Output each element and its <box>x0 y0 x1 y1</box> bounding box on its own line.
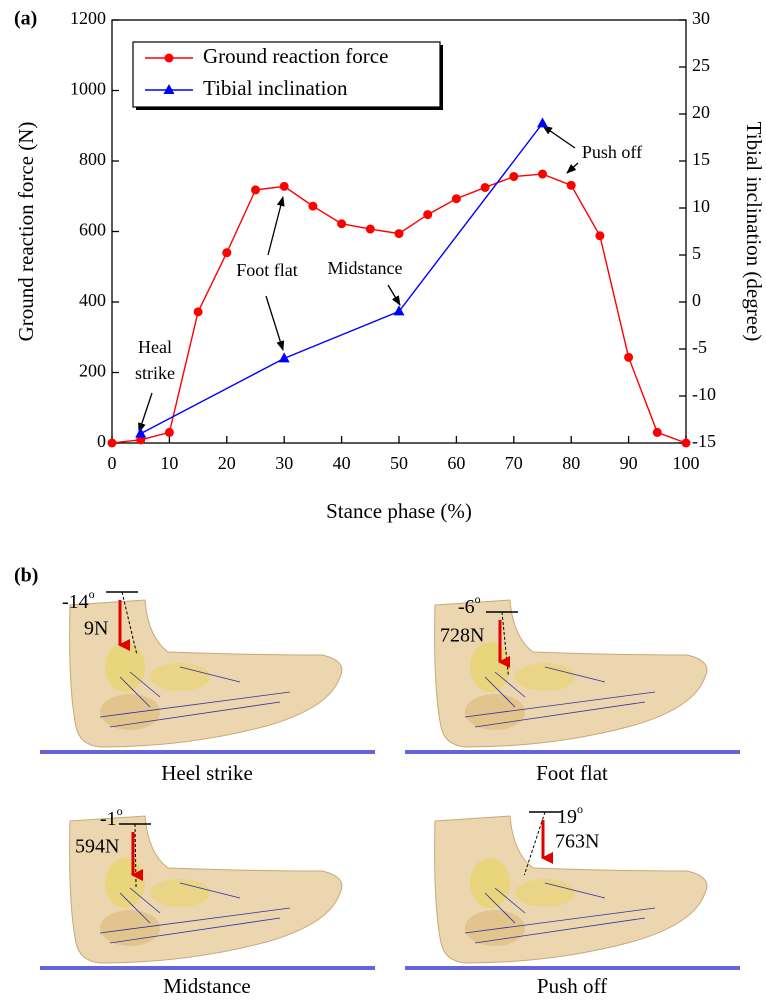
legend-label: Tibial inclination <box>203 76 348 100</box>
y2-axis-title: Tibial inclination (degree) <box>742 122 766 342</box>
circle-marker <box>395 229 404 238</box>
circle-marker <box>337 219 346 228</box>
annotation: Push off <box>582 142 642 162</box>
x-tick-label: 100 <box>673 453 700 473</box>
circle-marker <box>165 428 174 437</box>
circle-marker <box>624 353 633 362</box>
bone <box>465 694 525 730</box>
x-axis-title: Stance phase (%) <box>326 499 472 523</box>
y-tick-label: 200 <box>79 361 106 381</box>
x-tick-label: 40 <box>333 453 351 473</box>
force-label: 728N <box>440 625 484 647</box>
annotation-arrows <box>139 126 578 432</box>
y2-tick-label: 5 <box>692 243 701 263</box>
y2-tick-label: -15 <box>692 431 716 451</box>
annotation: strike <box>135 363 175 383</box>
circle-marker <box>509 172 518 181</box>
circle-marker <box>194 307 203 316</box>
panel-label: (b) <box>14 565 38 587</box>
y2-tick-label: -10 <box>692 384 716 404</box>
bone <box>105 858 145 908</box>
circle-marker <box>653 428 662 437</box>
circle-marker <box>682 439 691 448</box>
y-tick-label: 600 <box>79 220 106 240</box>
circle-marker <box>251 185 260 194</box>
bone <box>470 858 510 908</box>
degree-symbol: o <box>117 804 123 818</box>
panel-caption: Midstance <box>163 974 250 998</box>
x-tick-label: 20 <box>218 453 236 473</box>
foot-illustration <box>435 600 707 747</box>
circle-marker <box>308 202 317 211</box>
x-tick-label: 90 <box>620 453 638 473</box>
bone <box>105 642 145 692</box>
triangle-marker <box>537 117 548 127</box>
y-tick-label: 1200 <box>70 8 106 28</box>
circle-marker <box>481 183 490 192</box>
y2-tick-label: 15 <box>692 149 710 169</box>
x-tick-label: 70 <box>505 453 523 473</box>
x-tick-label: 60 <box>447 453 465 473</box>
force-label: 763N <box>555 831 599 853</box>
degree-symbol: o <box>89 587 95 601</box>
angle-value: -14 <box>62 591 89 613</box>
panel-caption: Heel strike <box>161 761 253 785</box>
x-tick-label: 80 <box>562 453 580 473</box>
y-tick-label: 800 <box>79 149 106 169</box>
y2-tick-label: 0 <box>692 290 701 310</box>
circle-marker <box>366 225 375 234</box>
x-tick-label: 50 <box>390 453 408 473</box>
y2-tick-label: 10 <box>692 196 710 216</box>
angle-value: -1 <box>100 808 117 830</box>
degree-symbol: o <box>577 802 583 816</box>
figure: (a) (b) 01020304050607080901000200400600… <box>0 0 766 1002</box>
circle-marker <box>280 182 289 191</box>
series-line <box>141 123 543 433</box>
circle-marker <box>165 54 174 63</box>
angle-value: 19 <box>557 806 577 828</box>
annotation: Heal <box>138 337 172 357</box>
circle-marker <box>423 210 432 219</box>
triangle-marker <box>135 428 146 438</box>
y-axis-title: Ground reaction force (N) <box>14 122 38 342</box>
bone <box>100 910 160 946</box>
circle-marker <box>538 170 547 179</box>
y-tick-label: 400 <box>79 290 106 310</box>
annotation: Foot flat <box>236 260 298 280</box>
angle-value: -6 <box>458 596 475 618</box>
x-tick-label: 30 <box>275 453 293 473</box>
circle-marker <box>108 439 117 448</box>
bone <box>100 694 160 730</box>
force-label: 9N <box>84 618 108 640</box>
panel-caption: Foot flat <box>536 761 608 785</box>
angle-label: 19o <box>557 802 583 828</box>
degree-symbol: o <box>475 592 481 606</box>
x-tick-label: 10 <box>160 453 178 473</box>
circle-marker <box>222 248 231 257</box>
bone <box>465 910 525 946</box>
legend-label: Ground reaction force <box>203 44 388 68</box>
y-tick-label: 1000 <box>70 79 106 99</box>
bone <box>470 642 510 692</box>
y-tick-label: 0 <box>97 431 106 451</box>
y2-tick-label: 25 <box>692 55 710 75</box>
panel-caption: Push off <box>537 974 607 998</box>
circle-marker <box>452 194 461 203</box>
foot-illustration <box>70 600 342 747</box>
annotation: Midstance <box>328 258 403 278</box>
y2-tick-label: 30 <box>692 8 710 28</box>
y2-tick-label: 20 <box>692 102 710 122</box>
panel-label: (a) <box>14 8 37 30</box>
force-label: 594N <box>75 836 119 858</box>
y2-tick-label: -5 <box>692 337 707 357</box>
x-tick-label: 0 <box>108 453 117 473</box>
circle-marker <box>595 231 604 240</box>
circle-marker <box>567 181 576 190</box>
